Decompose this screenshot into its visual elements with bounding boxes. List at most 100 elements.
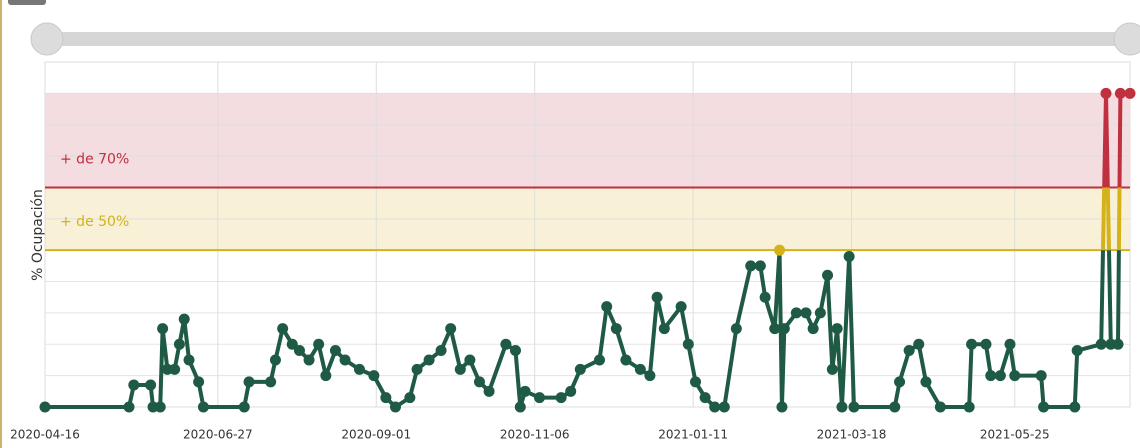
data-point	[193, 376, 205, 388]
data-point	[966, 338, 978, 350]
data-point	[277, 323, 289, 335]
data-point	[807, 323, 819, 335]
data-point	[464, 354, 476, 366]
data-point	[473, 376, 485, 388]
data-point	[800, 307, 812, 319]
data-point	[1124, 87, 1136, 99]
x-tick-label: 2020-06-27	[183, 428, 253, 442]
data-point	[265, 376, 277, 388]
data-point	[769, 323, 781, 335]
data-point	[778, 323, 790, 335]
data-point	[238, 401, 250, 413]
data-point	[601, 301, 613, 313]
data-point	[183, 354, 195, 366]
data-point	[690, 376, 702, 388]
data-point	[128, 379, 140, 391]
data-point	[435, 345, 447, 357]
data-point	[145, 379, 157, 391]
data-point	[594, 354, 606, 366]
data-point	[555, 392, 567, 404]
data-point	[154, 401, 166, 413]
data-point	[173, 338, 185, 350]
data-point	[313, 338, 325, 350]
data-point	[329, 345, 341, 357]
data-point	[423, 354, 435, 366]
data-point	[651, 291, 663, 303]
threshold-label: + de 50%	[60, 214, 129, 230]
data-point	[1114, 87, 1126, 99]
data-point	[454, 363, 466, 375]
data-point	[836, 401, 848, 413]
data-point	[759, 291, 771, 303]
data-point	[1004, 338, 1016, 350]
data-point	[985, 370, 997, 382]
data-point	[353, 363, 365, 375]
data-point	[1112, 338, 1124, 350]
x-tick-label: 2020-11-06	[500, 428, 570, 442]
data-point	[500, 338, 512, 350]
data-point	[269, 354, 281, 366]
data-point	[634, 363, 646, 375]
panel-tab[interactable]	[8, 0, 46, 5]
data-point	[682, 338, 694, 350]
data-point	[533, 392, 545, 404]
x-tick-label: 2020-04-16	[10, 428, 80, 442]
data-point	[404, 392, 416, 404]
data-point	[293, 345, 305, 357]
data-point	[658, 323, 670, 335]
data-point	[519, 385, 531, 397]
data-point	[380, 392, 392, 404]
data-point	[903, 345, 915, 357]
data-point	[730, 323, 742, 335]
data-point	[1009, 370, 1021, 382]
data-point	[368, 370, 380, 382]
data-point	[509, 345, 521, 357]
data-point	[445, 323, 457, 335]
data-point	[178, 313, 190, 325]
data-point	[303, 354, 315, 366]
data-point	[1071, 345, 1083, 357]
data-point	[610, 323, 622, 335]
data-point	[411, 363, 423, 375]
range-slider-handle-left[interactable]	[30, 22, 64, 56]
data-point	[574, 363, 586, 375]
data-point	[745, 260, 757, 272]
data-point	[774, 244, 786, 256]
data-point	[483, 385, 495, 397]
data-point	[826, 363, 838, 375]
data-point	[1035, 370, 1047, 382]
data-point	[39, 401, 51, 413]
data-point	[963, 401, 975, 413]
data-point	[1095, 338, 1107, 350]
data-point	[157, 323, 169, 335]
data-point	[994, 370, 1006, 382]
data-point	[675, 301, 687, 313]
data-point	[169, 363, 181, 375]
range-slider-track[interactable]	[45, 32, 1130, 46]
data-point	[980, 338, 992, 350]
data-point	[889, 401, 901, 413]
threshold-label: + de 70%	[60, 151, 129, 167]
data-point	[894, 376, 906, 388]
data-point	[754, 260, 766, 272]
data-point	[514, 401, 526, 413]
data-point	[197, 401, 209, 413]
x-tick-label: 2021-05-25	[980, 428, 1050, 442]
data-point	[243, 376, 255, 388]
data-point	[920, 376, 932, 388]
data-point	[709, 401, 721, 413]
data-point	[822, 269, 834, 281]
data-point	[790, 307, 802, 319]
range-slider-handle-right[interactable]	[1113, 22, 1140, 56]
data-point	[718, 401, 730, 413]
data-point	[848, 401, 860, 413]
data-point	[1100, 87, 1112, 99]
data-point	[934, 401, 946, 413]
data-point	[1069, 401, 1081, 413]
data-point	[913, 338, 925, 350]
data-point	[565, 385, 577, 397]
data-point	[644, 370, 656, 382]
data-point	[831, 323, 843, 335]
x-tick-label: 2021-03-18	[817, 428, 887, 442]
